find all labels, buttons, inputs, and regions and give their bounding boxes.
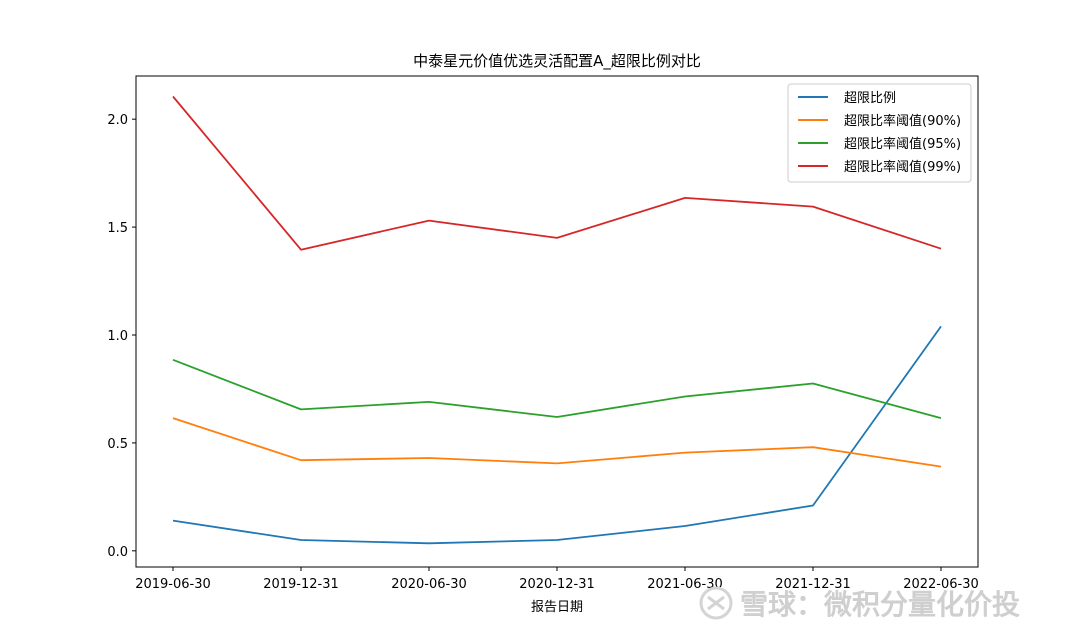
x-axis-label: 报告日期: [531, 600, 583, 615]
series-line-2: [172, 358, 942, 419]
legend-label: 超限比率阈值(90%): [844, 113, 961, 129]
x-tick-label: 2021-12-31: [775, 577, 851, 592]
y-axis: 0.0 0.5 1.0 1.5 2.0: [107, 113, 136, 560]
watermark: 雪球：微积分量化价投: [699, 586, 1020, 621]
watermark-text: 雪球：微积分量化价投: [740, 588, 1020, 621]
legend-label: 超限比率阈值(99%): [844, 159, 961, 175]
legend-box: [787, 83, 972, 183]
series-layer: [172, 95, 942, 545]
y-tick-label: 2.0: [107, 113, 128, 128]
y-tick-label: 1.0: [107, 329, 128, 344]
x-tick-label: 2022-06-30: [903, 577, 979, 592]
legend-label: 超限比率阈值(95%): [844, 136, 961, 152]
series-line-0: [172, 325, 942, 545]
series-line-3: [172, 95, 942, 251]
x-tick-label: 2020-12-31: [519, 577, 595, 592]
x-axis: 2019-06-30 2019-12-31 2020-06-30 2020-12-31…: [135, 567, 979, 592]
x-tick-label: 2021-06-30: [647, 577, 723, 592]
snowball-logo-icon: [699, 586, 733, 620]
y-tick-label: 0.0: [107, 545, 128, 560]
y-tick-label: 0.5: [107, 437, 128, 452]
y-tick-label: 1.5: [107, 221, 128, 236]
chart-title: 中泰星元价值优选灵活配置A_超限比例对比: [413, 52, 701, 71]
legend-label: 超限比例: [844, 91, 896, 106]
series-line-1: [172, 417, 942, 468]
x-tick-label: 2020-06-30: [391, 577, 467, 592]
x-tick-label: 2019-12-31: [263, 577, 339, 592]
x-tick-label: 2019-06-30: [135, 577, 211, 592]
